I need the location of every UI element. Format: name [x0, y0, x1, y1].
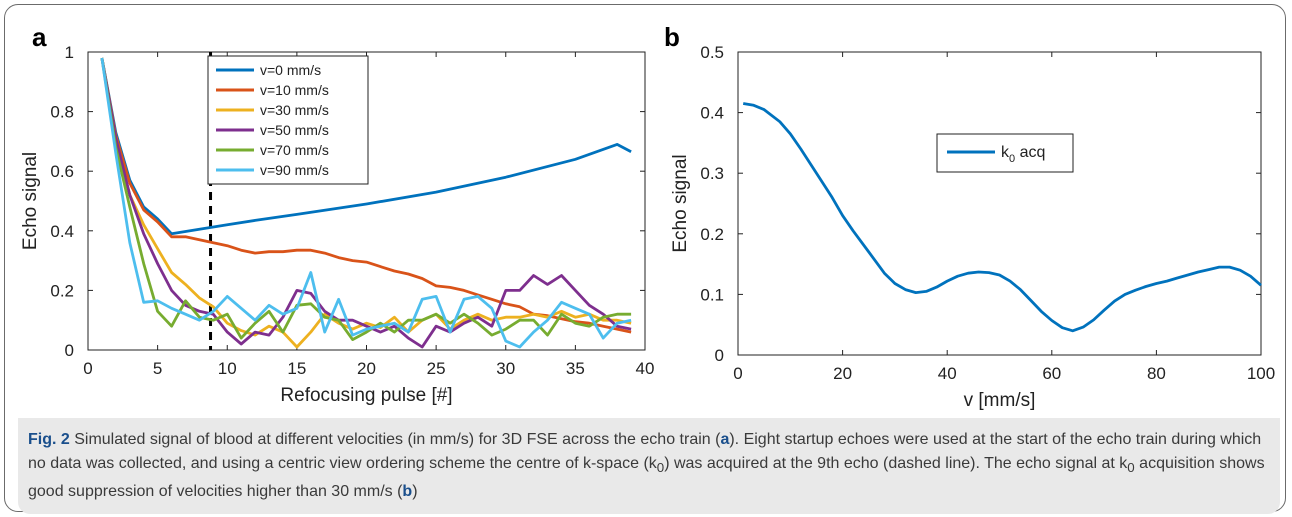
panel-a-xtick-label: 0 — [83, 359, 92, 378]
caption-part5: ) — [412, 483, 418, 501]
caption-sub1: 0 — [1127, 460, 1135, 476]
panel-a-xtick-label: 30 — [496, 359, 515, 378]
panel-b-legend-label: k0 acq — [1001, 144, 1045, 165]
panel-b-ytick-label: 0.4 — [700, 104, 724, 123]
panel-a-ytick-label: 0.6 — [50, 162, 74, 181]
panel-a-xtick-label: 10 — [218, 359, 237, 378]
panel-a-ytick-label: 1 — [65, 43, 74, 62]
panel-b-ytick-label: 0.1 — [700, 285, 724, 304]
caption-fig-label: Fig. 2 — [28, 431, 70, 448]
legend-k-sub: 0 — [1009, 153, 1015, 165]
panel-b-ytick-label: 0.3 — [700, 164, 724, 183]
panel-b-xtick-label: 0 — [733, 364, 742, 383]
panel-b-ylabel: Echo signal — [670, 154, 691, 252]
caption-part3: ) was acquired at the 9th echo (dashed l… — [664, 455, 1128, 472]
caption-part1: Simulated signal of blood at different v… — [69, 431, 721, 448]
figure-caption: Fig. 2 Simulated signal of blood at diff… — [18, 418, 1280, 514]
panel-b-ytick-label: 0.2 — [700, 225, 724, 244]
panel-b-ytick-label: 0 — [715, 346, 724, 365]
panel-b-xtick-label: 20 — [833, 364, 852, 383]
caption-ref-b: b — [402, 483, 413, 501]
panel-a-legend-label: v=90 mm/s — [260, 162, 329, 178]
panel-a-xtick-label: 5 — [153, 359, 162, 378]
panel-a-legend-label: v=0 mm/s — [260, 62, 321, 78]
panel-a-xtick-label: 40 — [636, 359, 655, 378]
panel-b-xtick-label: 40 — [938, 364, 957, 383]
panel-b-xtick-label: 80 — [1147, 364, 1166, 383]
panel-a-legend-label: v=50 mm/s — [260, 122, 329, 138]
panel-a-ytick-label: 0.4 — [50, 222, 74, 241]
panel-a-series-line — [100, 57, 632, 342]
panel-b-series-line — [742, 102, 1262, 333]
caption-text: Fig. 2 Simulated signal of blood at diff… — [28, 428, 1273, 504]
panel-a-ylabel: Echo signal — [20, 152, 41, 250]
caption-part4: acquisition shows good suppression of ve… — [28, 455, 1265, 501]
caption-ref-a: a — [720, 431, 730, 448]
panel-b-xtick-label: 60 — [1042, 364, 1061, 383]
panel-a-legend — [207, 55, 369, 185]
panel-b-axes-box — [737, 51, 1262, 356]
panel-a-series-line — [100, 57, 632, 349]
figure-charts: a b 0 5 10 15 20 25 30 35 40 0 0.2 0.4 0.6 0.8 1 Refocu… — [20, 22, 1275, 411]
caption-part2: ). Eight startup echoes were used at the… — [28, 431, 1262, 472]
panel-a-legend-label: v=10 mm/s — [260, 82, 329, 98]
panel-a-ytick-label: 0.8 — [50, 103, 74, 122]
panel-a-xlabel: Refocusing pulse [#] — [280, 385, 452, 406]
panel-a-ytick-label: 0.2 — [50, 281, 74, 300]
panel-a-xtick-label: 25 — [427, 359, 446, 378]
panel-a-legend-label: v=70 mm/s — [260, 142, 329, 158]
panel-a-chart: 0 5 10 15 20 25 30 35 40 0 0.2 0.4 0.6 0.8 1 Refocusing… — [20, 43, 654, 406]
panel-b-letter: b — [664, 22, 680, 52]
panel-a-ytick-label: 0 — [65, 341, 74, 360]
panel-a-xtick-label: 35 — [566, 359, 585, 378]
caption-sub0: 0 — [656, 460, 665, 476]
panel-a-series-line — [100, 57, 632, 349]
panel-a-letter: a — [32, 22, 47, 52]
panel-b-ytick-label: 0.5 — [700, 43, 724, 62]
panel-b-chart: 0 20 40 60 80 100 0 0.1 0.2 0.3 0.4 0.5 v [mm/s] Echo… — [670, 43, 1275, 411]
legend-k-main: k — [1001, 144, 1010, 161]
panel-a-xtick-label: 20 — [357, 359, 376, 378]
panel-b-xlabel: v [mm/s] — [964, 390, 1036, 411]
panel-a-xtick-label: 15 — [287, 359, 306, 378]
panel-b-xtick-label: 100 — [1247, 364, 1275, 383]
panel-a-legend-label: v=30 mm/s — [260, 102, 329, 118]
legend-k-tail: acq — [1015, 144, 1045, 161]
